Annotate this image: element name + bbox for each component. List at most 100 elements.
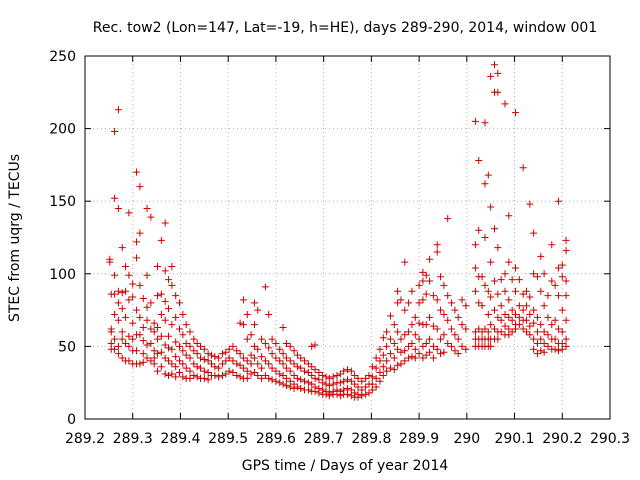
data-point	[505, 212, 513, 220]
data-point	[362, 374, 370, 382]
data-point	[157, 310, 165, 318]
data-point	[475, 226, 483, 234]
data-point	[114, 316, 122, 324]
data-point	[282, 364, 290, 372]
data-point	[408, 353, 416, 361]
data-point	[478, 302, 486, 310]
data-point	[268, 376, 276, 384]
data-point	[111, 335, 119, 343]
data-point	[494, 244, 502, 252]
data-point	[478, 273, 486, 281]
data-point	[471, 241, 479, 249]
data-point	[322, 380, 330, 388]
data-point	[236, 373, 244, 381]
data-point	[433, 325, 441, 333]
data-point	[311, 374, 319, 382]
data-point	[426, 277, 434, 285]
data-point	[125, 209, 133, 217]
data-point	[157, 332, 165, 340]
data-point	[293, 374, 301, 382]
data-point	[279, 350, 287, 358]
data-point	[311, 387, 319, 395]
data-point	[125, 271, 133, 279]
data-point	[544, 331, 552, 339]
data-point	[319, 371, 327, 379]
data-point	[551, 345, 559, 353]
data-point	[475, 325, 483, 333]
data-point	[562, 236, 570, 244]
data-point	[222, 370, 230, 378]
data-point	[122, 339, 130, 347]
data-point	[408, 339, 416, 347]
data-point	[394, 361, 402, 369]
data-point	[133, 238, 141, 246]
data-point	[390, 339, 398, 347]
data-point	[471, 287, 479, 295]
data-point	[515, 302, 523, 310]
data-point	[505, 331, 513, 339]
data-point	[161, 316, 169, 324]
data-point	[444, 292, 452, 300]
data-point	[165, 276, 173, 284]
data-point	[129, 319, 137, 327]
data-point	[454, 335, 462, 343]
data-point	[530, 345, 538, 353]
data-point	[379, 334, 387, 342]
data-point	[139, 358, 147, 366]
data-point	[440, 281, 448, 289]
data-point	[533, 273, 541, 281]
data-point	[497, 328, 505, 336]
data-point	[347, 392, 355, 400]
data-point	[304, 386, 312, 394]
data-point	[229, 342, 237, 350]
data-point	[372, 364, 380, 372]
data-point	[111, 345, 119, 353]
data-point	[390, 321, 398, 329]
data-point	[491, 306, 498, 314]
y-axis: 0 50 100 150 200 250	[49, 49, 610, 428]
data-point	[200, 345, 208, 353]
data-point	[394, 287, 402, 295]
data-point	[533, 328, 541, 336]
data-point	[150, 347, 158, 355]
data-point	[351, 371, 359, 379]
data-point	[197, 354, 204, 362]
data-point	[168, 263, 176, 271]
data-point	[297, 364, 305, 372]
data-point	[448, 342, 456, 350]
data-point	[186, 328, 194, 336]
data-point	[179, 373, 187, 381]
data-point	[540, 270, 548, 278]
data-point	[236, 361, 244, 369]
data-point	[433, 296, 441, 304]
data-point	[383, 367, 391, 375]
data-point	[254, 345, 262, 353]
y-axis-label: STEC from uqrg / TECUs	[7, 154, 23, 322]
data-point	[362, 383, 370, 391]
data-point	[429, 354, 437, 362]
data-point	[118, 354, 126, 362]
data-point	[261, 357, 269, 365]
data-point	[293, 351, 301, 359]
data-point	[147, 339, 155, 347]
data-point	[154, 324, 162, 332]
y-tick-label: 50	[58, 339, 76, 355]
data-point	[540, 302, 548, 310]
data-point	[179, 331, 187, 339]
data-point	[433, 241, 441, 249]
data-point	[239, 354, 247, 362]
data-point	[530, 335, 538, 343]
data-point	[297, 376, 305, 384]
data-point	[168, 281, 176, 289]
data-point	[139, 294, 147, 302]
data-point	[440, 331, 448, 339]
data-point	[419, 268, 427, 276]
data-point	[344, 390, 351, 398]
data-point	[383, 342, 391, 350]
data-point	[182, 321, 190, 329]
data-point	[182, 339, 190, 347]
data-point	[558, 261, 566, 269]
data-point	[190, 347, 198, 355]
data-point	[512, 310, 519, 318]
data-point	[408, 321, 416, 329]
